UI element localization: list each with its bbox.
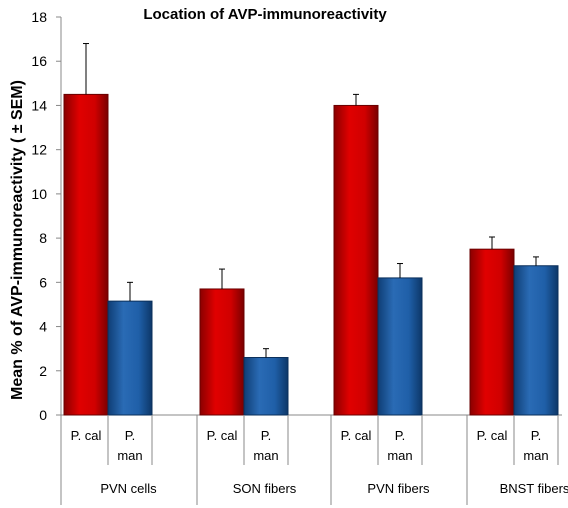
bar-p-cal (333, 104, 379, 416)
category-label: SON fibers (233, 481, 297, 496)
x-categories: P. cal P. man PVN cells P. cal P. man SON fiber… (60, 415, 568, 505)
bar-label: P. cal (477, 428, 508, 443)
category-label: BNST fibers (500, 481, 568, 496)
category-label: PVN cells (100, 481, 157, 496)
y-tick-label: 2 (39, 363, 47, 379)
y-tick-label: 8 (39, 230, 47, 246)
bars-group (63, 43, 559, 416)
bar-p-cal (63, 93, 109, 416)
bar-label: P. (395, 428, 406, 443)
bar-label: man (523, 448, 548, 463)
bar-p-man (243, 357, 289, 416)
bar-p-cal (469, 248, 515, 416)
y-tick-label: 12 (31, 142, 47, 158)
category-label: PVN fibers (367, 481, 430, 496)
bar-label: man (117, 448, 142, 463)
bar-label: P. cal (71, 428, 102, 443)
y-tick-label: 4 (39, 319, 47, 335)
y-tick-label: 0 (39, 407, 47, 423)
bar-label: man (387, 448, 412, 463)
bar-label: P. (531, 428, 542, 443)
y-tick-label: 14 (31, 97, 47, 113)
y-axis-label: Mean % of AVP-immunoreactivity ( ± SEM) (9, 80, 26, 400)
bar-p-cal (199, 288, 245, 416)
bar-label: P. (125, 428, 136, 443)
chart-title: Location of AVP-immunoreactivity (143, 6, 387, 23)
y-tick-label: 6 (39, 274, 47, 290)
bar-label: P. cal (207, 428, 238, 443)
bar-p-man (377, 277, 423, 416)
bar-p-man (107, 300, 153, 416)
bar-label: man (253, 448, 278, 463)
bar-p-man (513, 265, 559, 416)
bar-label: P. (261, 428, 272, 443)
y-tick-label: 16 (31, 53, 47, 69)
y-tick-label: 18 (31, 9, 47, 25)
bar-label: P. cal (341, 428, 372, 443)
y-tick-label: 10 (31, 186, 47, 202)
